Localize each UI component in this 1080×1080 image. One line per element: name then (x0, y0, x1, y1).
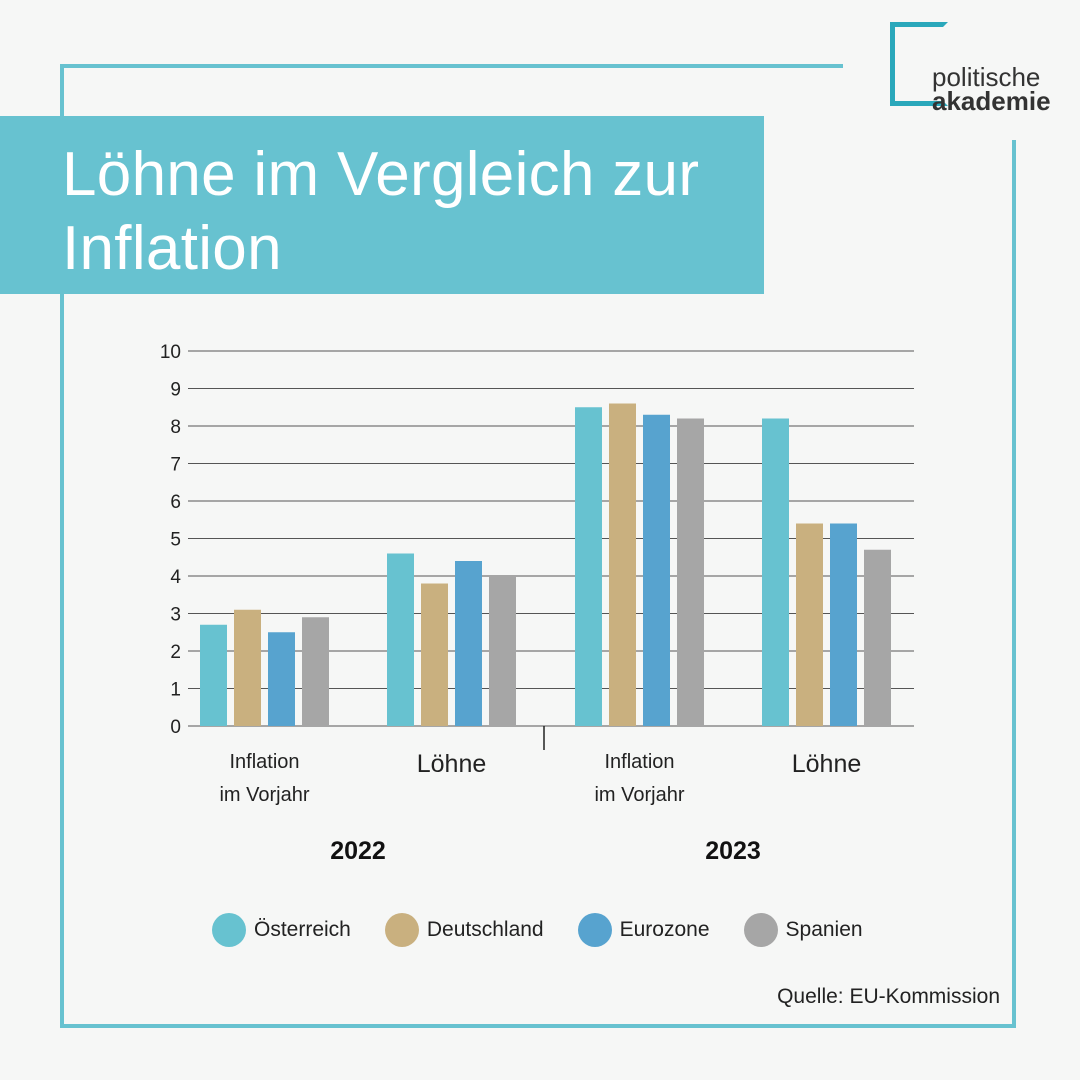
year-label: 2023 (705, 837, 761, 865)
frame-right-line (1012, 140, 1016, 1028)
y-tick-label: 0 (170, 717, 181, 738)
y-tick-label: 4 (170, 567, 181, 588)
bar (609, 403, 636, 726)
bar (677, 418, 704, 726)
bar (643, 414, 670, 726)
y-tick-label: 8 (170, 417, 181, 438)
bar (234, 609, 261, 726)
legend-label: Eurozone (619, 918, 710, 941)
category-label: Löhne (417, 750, 487, 778)
bar (575, 407, 602, 726)
legend-swatch (577, 913, 612, 947)
legend-swatch (743, 913, 778, 947)
frame-bottom-line (60, 1024, 1016, 1028)
bar (830, 523, 857, 726)
logo: politische akademie (890, 22, 1065, 116)
y-tick-label: 1 (170, 680, 181, 701)
logo-text-line1: politische (932, 62, 1041, 92)
category-label: im Vorjahr (219, 784, 309, 806)
legend-item: Deutschland (384, 913, 544, 947)
bar (302, 617, 329, 726)
category-label: im Vorjahr (594, 784, 684, 806)
legend-item: Spanien (743, 913, 863, 947)
y-tick-label: 6 (170, 492, 181, 513)
legend-label: Deutschland (426, 918, 544, 941)
category-label: Inflation (229, 751, 299, 773)
legend-label: Spanien (785, 918, 863, 941)
source-note: Quelle: EU-Kommission (777, 985, 1000, 1008)
legend: Österreich Deutschland Eurozone Spanien (212, 910, 897, 950)
frame-top-line (60, 64, 843, 68)
logo-bracket-mark (890, 22, 948, 106)
legend-swatch (212, 913, 246, 947)
y-tick-label: 7 (170, 455, 181, 476)
legend-item: Eurozone (577, 913, 710, 947)
logo-text-line2: akademie (932, 86, 1051, 116)
category-label: Inflation (604, 751, 674, 773)
legend-swatch (384, 913, 419, 947)
bar (796, 523, 823, 726)
bar (268, 632, 295, 726)
frame-left-line (60, 64, 64, 1028)
bar (762, 418, 789, 726)
legend-label: Österreich (254, 918, 351, 941)
y-tick-label: 9 (170, 380, 181, 401)
bar (455, 561, 482, 726)
bar-chart: 0 1 2 3 4 5 6 7 8 9 10 Inflation im Vorjahr Löhne Infl… (160, 342, 914, 865)
bar (489, 576, 516, 726)
bar (421, 583, 448, 726)
category-label: Löhne (792, 750, 862, 778)
legend-item: Österreich (212, 913, 351, 947)
page-title: Löhne im Vergleich zur Inflation (62, 140, 700, 283)
y-tick-label: 10 (160, 342, 181, 363)
title-banner: Löhne im Vergleich zur Inflation (0, 116, 764, 294)
y-tick-label: 3 (170, 605, 181, 626)
y-tick-label: 2 (170, 642, 181, 663)
bar (864, 549, 891, 726)
year-label: 2022 (330, 837, 386, 865)
bar (387, 553, 414, 726)
y-tick-label: 5 (170, 530, 181, 551)
bar (200, 624, 227, 726)
